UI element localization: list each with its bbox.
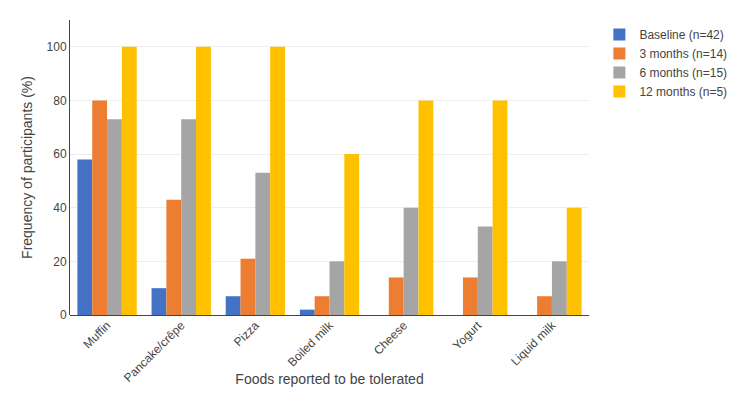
svg-text:6 months (n=15): 6 months (n=15) — [639, 66, 727, 80]
svg-text:Muffin: Muffin — [81, 318, 114, 351]
svg-text:60: 60 — [53, 147, 67, 161]
svg-text:40: 40 — [53, 201, 67, 215]
svg-text:Pizza: Pizza — [231, 318, 262, 349]
svg-text:12 months (n=5): 12 months (n=5) — [639, 85, 727, 99]
svg-text:Liquid milk: Liquid milk — [508, 318, 559, 369]
svg-text:Cheese: Cheese — [371, 318, 410, 357]
svg-text:100: 100 — [47, 40, 67, 54]
svg-text:20: 20 — [53, 255, 67, 269]
svg-text:Pancake/crêpe: Pancake/crêpe — [121, 318, 188, 385]
svg-text:Boiled milk: Boiled milk — [285, 318, 337, 370]
svg-text:Yogurt: Yogurt — [450, 318, 485, 353]
svg-text:Foods reported to be tolerated: Foods reported to be tolerated — [235, 371, 423, 387]
svg-text:80: 80 — [53, 94, 67, 108]
svg-text:Frequency of participants (%): Frequency of participants (%) — [19, 76, 35, 259]
svg-text:0: 0 — [60, 308, 67, 322]
svg-text:Baseline (n=42): Baseline (n=42) — [639, 28, 723, 42]
svg-text:3 months (n=14): 3 months (n=14) — [639, 47, 727, 61]
